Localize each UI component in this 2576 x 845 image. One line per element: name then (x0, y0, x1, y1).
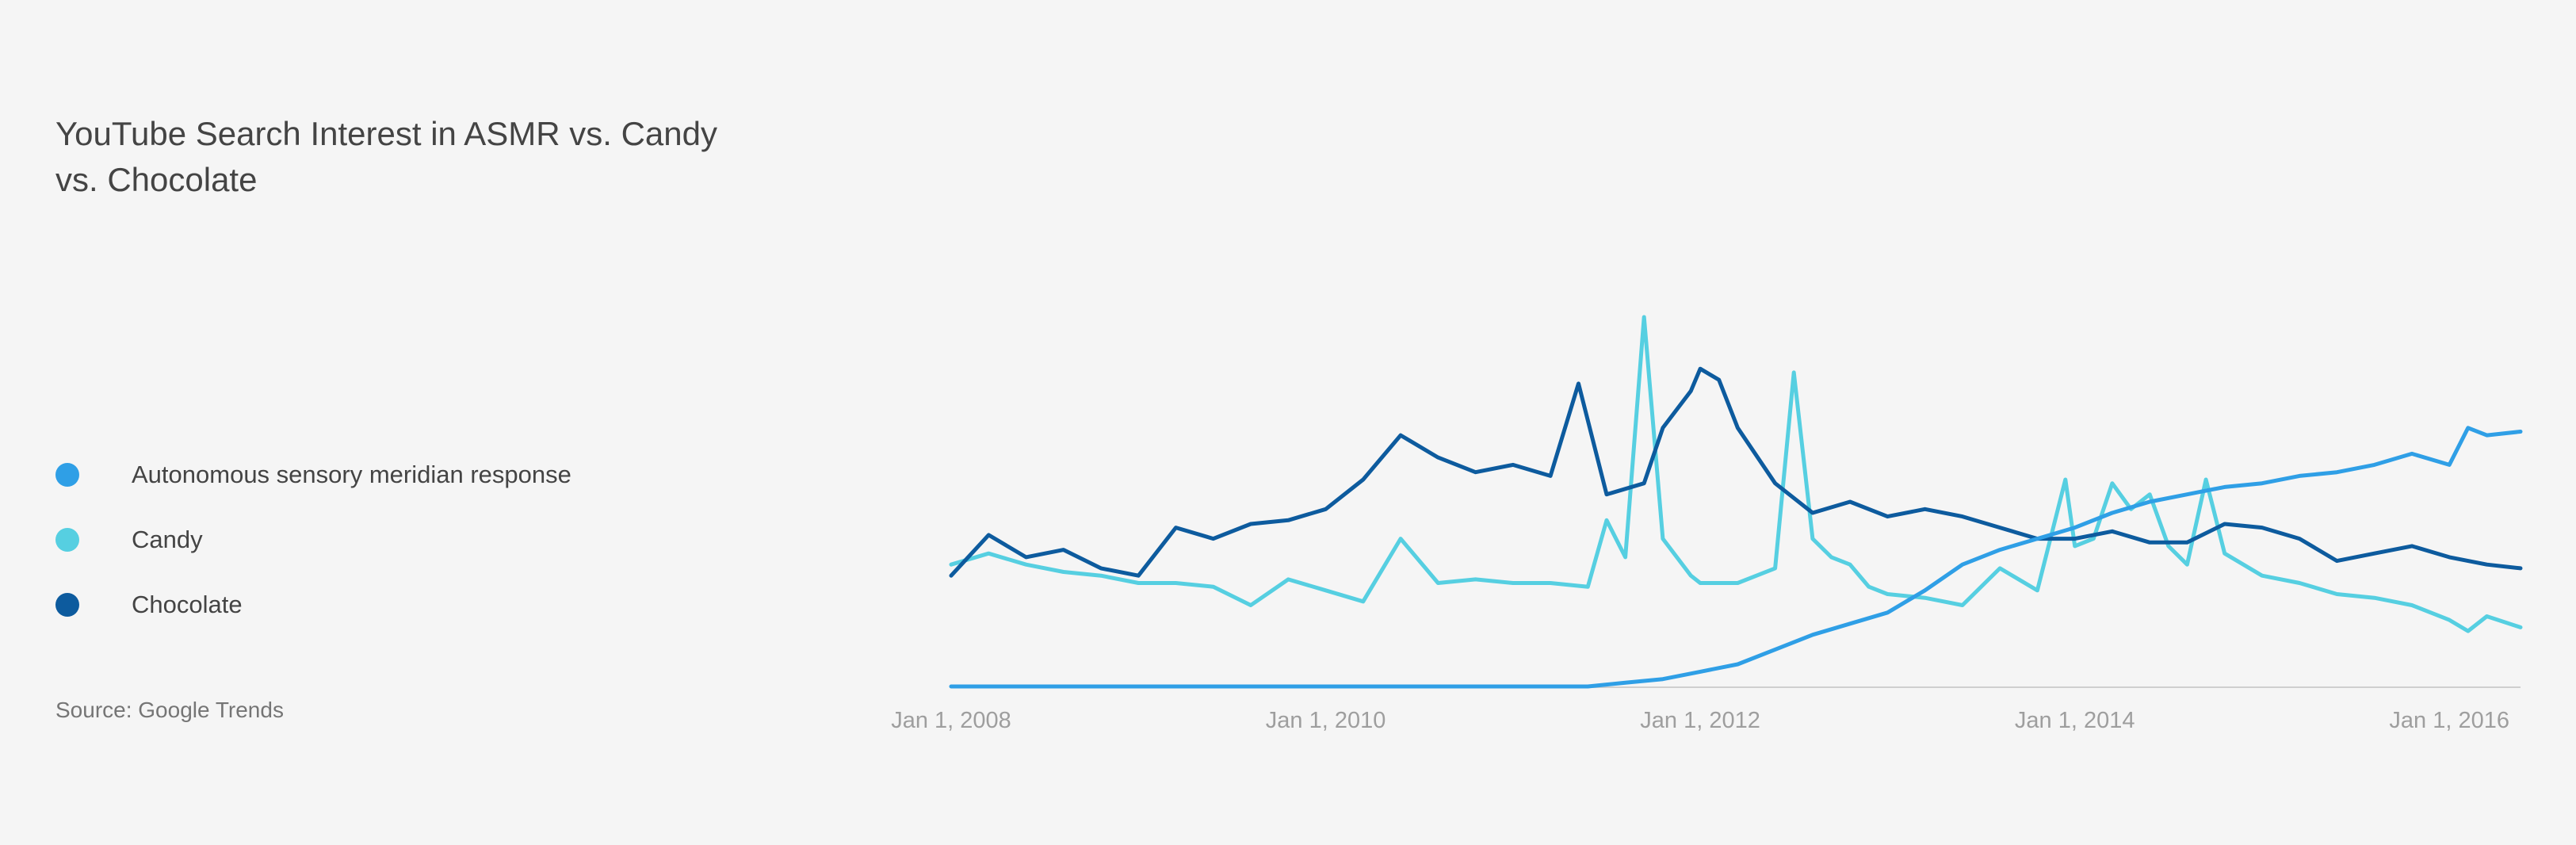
series-layer (949, 315, 2523, 689)
source-note: Source: Google Trends (55, 698, 284, 722)
x-tick-label: Jan 1, 2012 (1640, 708, 1760, 733)
x-axis-ticks: Jan 1, 2008 Jan 1, 2010 Jan 1, 2012 Jan 1, … (891, 708, 2509, 733)
series-line-chocolate[interactable] (949, 366, 2523, 578)
legend-swatch-candy (55, 528, 79, 552)
series-line-candy[interactable] (949, 315, 2523, 633)
legend-swatch-asmr (55, 463, 79, 487)
legend-swatch-chocolate (55, 593, 79, 617)
x-tick-label: Jan 1, 2008 (891, 708, 1011, 733)
x-tick-label: Jan 1, 2016 (2389, 708, 2509, 733)
legend-label-asmr: Autonomous sensory meridian response (132, 461, 571, 488)
series-line-asmr[interactable] (949, 426, 2523, 689)
x-tick-label: Jan 1, 2010 (1266, 708, 1386, 733)
legend-item-asmr[interactable]: Autonomous sensory meridian response (55, 442, 571, 507)
legend-label-candy: Candy (132, 526, 203, 553)
chart-title: YouTube Search Interest in ASMR vs. Cand… (55, 115, 717, 198)
legend-item-candy[interactable]: Candy (55, 507, 571, 572)
x-tick-label: Jan 1, 2014 (2015, 708, 2135, 733)
legend: Autonomous sensory meridian response Can… (55, 442, 571, 637)
legend-item-chocolate[interactable]: Chocolate (55, 572, 571, 637)
legend-label-chocolate: Chocolate (132, 591, 243, 618)
